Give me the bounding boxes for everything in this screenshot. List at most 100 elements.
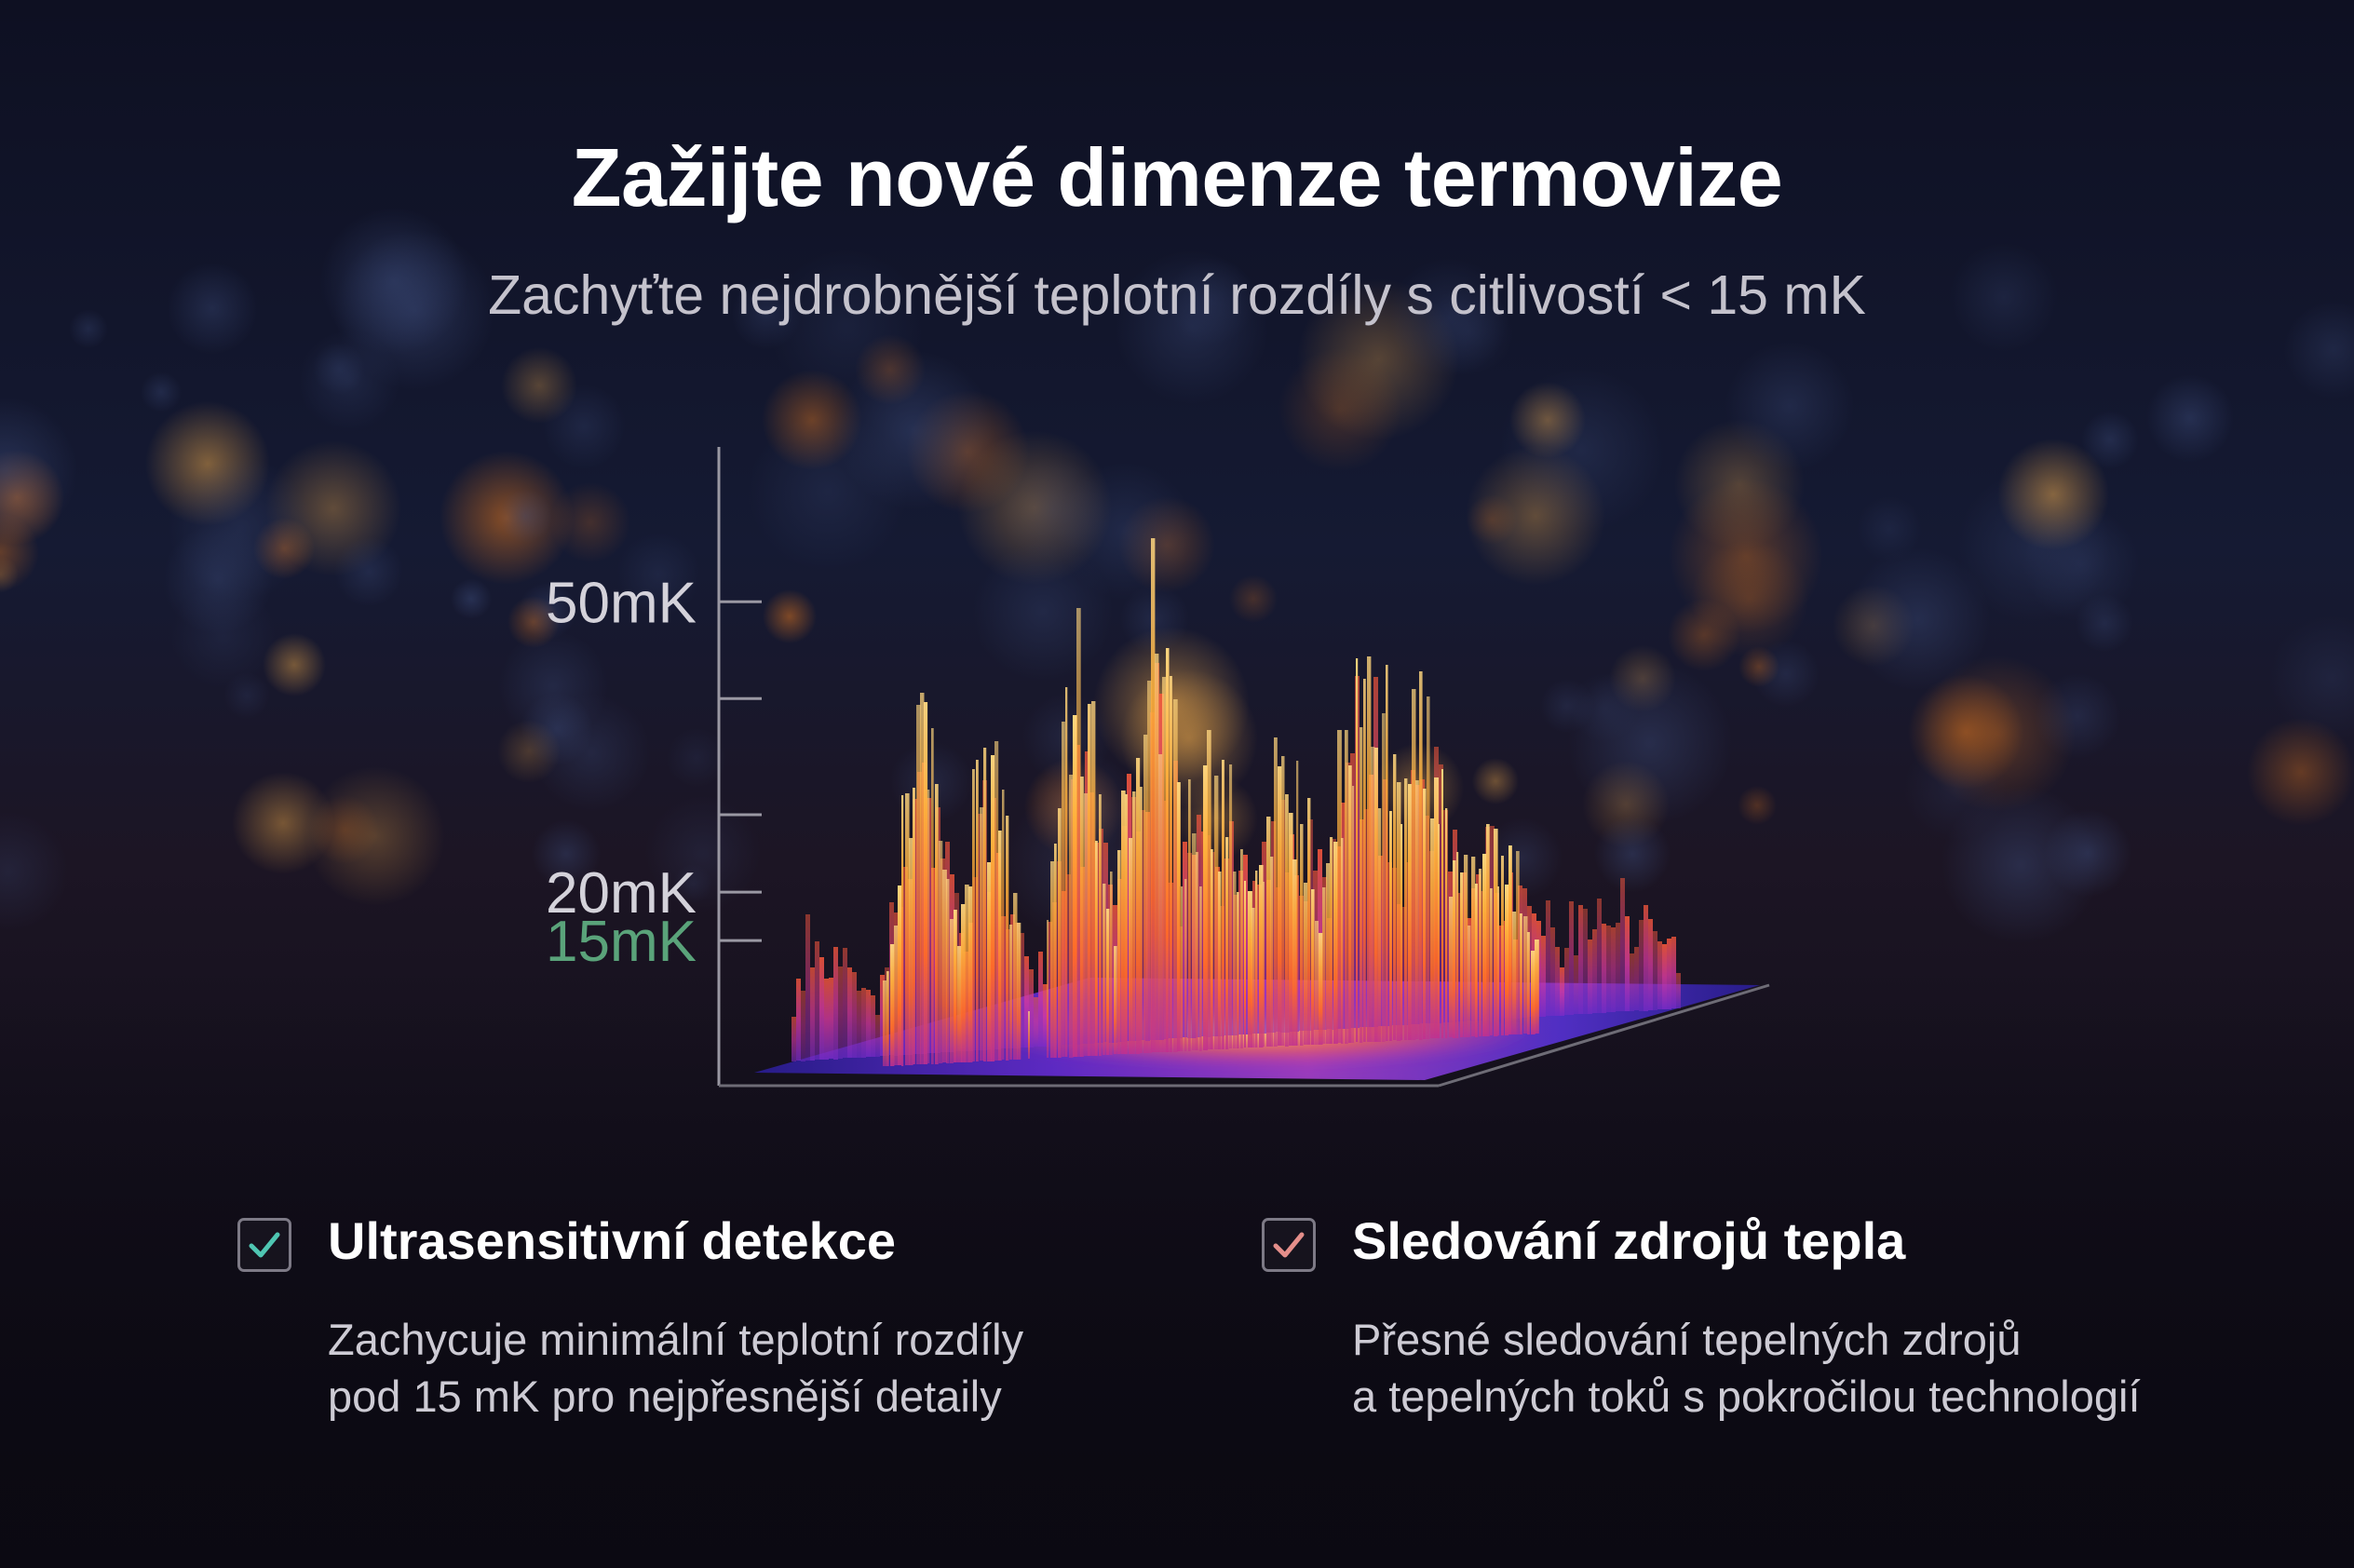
thermal-bar-front <box>1397 782 1401 1041</box>
thermal-bar-front <box>1103 884 1106 1055</box>
thermal-bar-back <box>1588 939 1592 1014</box>
bokeh-light <box>533 694 650 811</box>
thermal-bar-front <box>1058 808 1062 1058</box>
thermal-bar-front <box>1412 689 1416 1040</box>
thermal-bar-front <box>987 862 992 1061</box>
thermal-bar-back <box>843 948 847 1058</box>
thermal-bar-front <box>1516 851 1520 1034</box>
thermal-bar-front <box>1430 818 1435 1038</box>
bokeh-light <box>667 728 726 788</box>
thermal-bar-back <box>1639 920 1644 1011</box>
thermal-bar-front <box>1110 872 1113 1055</box>
thermal-bar-front <box>1065 687 1068 1057</box>
thermal-bar-front <box>1341 838 1344 1044</box>
thermal-bar-back <box>1653 931 1657 1010</box>
thermal-bar-front <box>1434 777 1439 1038</box>
thermal-bar-front <box>1069 775 1074 1058</box>
thermal-bar-back <box>1271 821 1276 1033</box>
thermal-bar-front <box>968 886 973 1062</box>
depth-axis <box>1438 983 1770 1088</box>
bokeh-light <box>1725 342 1854 470</box>
bokeh-light <box>2076 594 2133 652</box>
thermal-bar-front <box>1438 824 1440 1038</box>
thermal-bar-front <box>1274 737 1278 1047</box>
thermal-bar-back <box>875 1015 880 1057</box>
thermal-bar-front <box>1356 658 1359 1042</box>
thermal-bar-front <box>1251 908 1255 1048</box>
thermal-bar-front <box>1218 872 1222 1049</box>
thermal-bar-front <box>1076 608 1081 1057</box>
thermal-bar-front <box>883 980 886 1066</box>
thermal-bar-front <box>1091 701 1096 1056</box>
thermal-bar-back <box>1364 809 1369 1027</box>
bokeh-light <box>2146 374 2234 462</box>
thermal-bar-front <box>1028 1011 1030 1059</box>
thermal-bar-back <box>1676 973 1681 1008</box>
thermal-bar-front <box>1196 852 1198 1050</box>
thermal-bar-front <box>1352 786 1355 1043</box>
bokeh-light <box>2269 615 2354 740</box>
thermal-bar-back <box>1029 969 1034 1048</box>
thermal-bar-front <box>1307 798 1311 1045</box>
thermal-bar-front <box>939 841 943 1063</box>
thermal-bar-front <box>1333 842 1338 1044</box>
page-subtitle: Zachyťte nejdrobnější teplotní rozdíly s… <box>488 264 1866 326</box>
thermal-bar-back <box>805 914 810 1061</box>
thermal-bar-back <box>1597 899 1602 1013</box>
thermal-bar-front <box>1181 886 1184 1051</box>
bokeh-light <box>1997 439 2109 550</box>
thermal-bar-back <box>1578 905 1583 1014</box>
thermal-bar-front <box>1233 872 1237 1048</box>
thermal-bar-front <box>976 760 979 1061</box>
thermal-bar-front <box>1125 794 1128 1054</box>
thermal-bar-front <box>1237 892 1239 1048</box>
thermal-bar-front <box>1482 854 1487 1036</box>
thermal-bar-front <box>1095 841 1098 1056</box>
thermal-bar-back <box>866 990 871 1057</box>
bokeh-light <box>507 596 560 648</box>
thermal-bar-front <box>1490 888 1493 1035</box>
thermal-bar-front <box>1419 671 1423 1040</box>
thermal-bar-front <box>1464 855 1468 1037</box>
thermal-bar-front <box>1508 845 1512 1034</box>
thermal-bar-front <box>1427 696 1430 1039</box>
bokeh-light <box>310 795 379 864</box>
thermal-bar-back <box>1569 901 1574 1015</box>
thermal-bar-back <box>1611 927 1616 1012</box>
thermal-bar-front <box>1535 939 1539 1034</box>
bokeh-light <box>855 334 926 405</box>
bokeh-light <box>497 720 561 783</box>
thermal-bar-front <box>1326 863 1331 1044</box>
bokeh-light <box>1168 257 1255 345</box>
thermal-bar-front <box>1013 893 1018 1060</box>
thermal-bar-front <box>954 910 957 1062</box>
thermal-bar-front <box>994 741 999 1061</box>
thermal-bar-front <box>1158 754 1163 1052</box>
thermal-bar-back <box>880 975 885 1056</box>
thermal-bar-front <box>913 788 915 1064</box>
thermal-bar-back <box>1141 810 1145 1040</box>
bokeh-light <box>501 347 577 424</box>
thermal-bar-front <box>1319 933 1323 1045</box>
thermal-bar-front <box>1050 861 1055 1058</box>
thermal-bar-back <box>1024 956 1029 1048</box>
thermal-bar-back <box>1048 922 1052 1047</box>
thermal-bar-back <box>815 941 819 1060</box>
bokeh-light <box>731 278 802 349</box>
bokeh-light <box>1278 348 1401 471</box>
thermal-bar-front <box>916 705 921 1064</box>
thermal-bar-front <box>1281 756 1285 1046</box>
thermal-bar-back <box>1546 900 1550 1016</box>
thermal-bar-back <box>791 1017 796 1061</box>
bokeh-light <box>1691 540 1808 657</box>
thermal-bar-back <box>1197 815 1201 1037</box>
thermal-bar-back <box>1620 878 1625 1011</box>
thermal-bar-front <box>1300 824 1304 1046</box>
thermal-bar-back <box>1555 947 1560 1016</box>
thermal-bar-front <box>1255 871 1258 1048</box>
features-section: Ultrasensitivní detekce Zachycuje minimá… <box>0 1210 2354 1490</box>
thermal-bar-back <box>871 995 875 1057</box>
thermal-sensitivity-chart: 50mK 20mK 15mK <box>484 428 1834 1117</box>
bokeh-light <box>1950 243 2058 351</box>
